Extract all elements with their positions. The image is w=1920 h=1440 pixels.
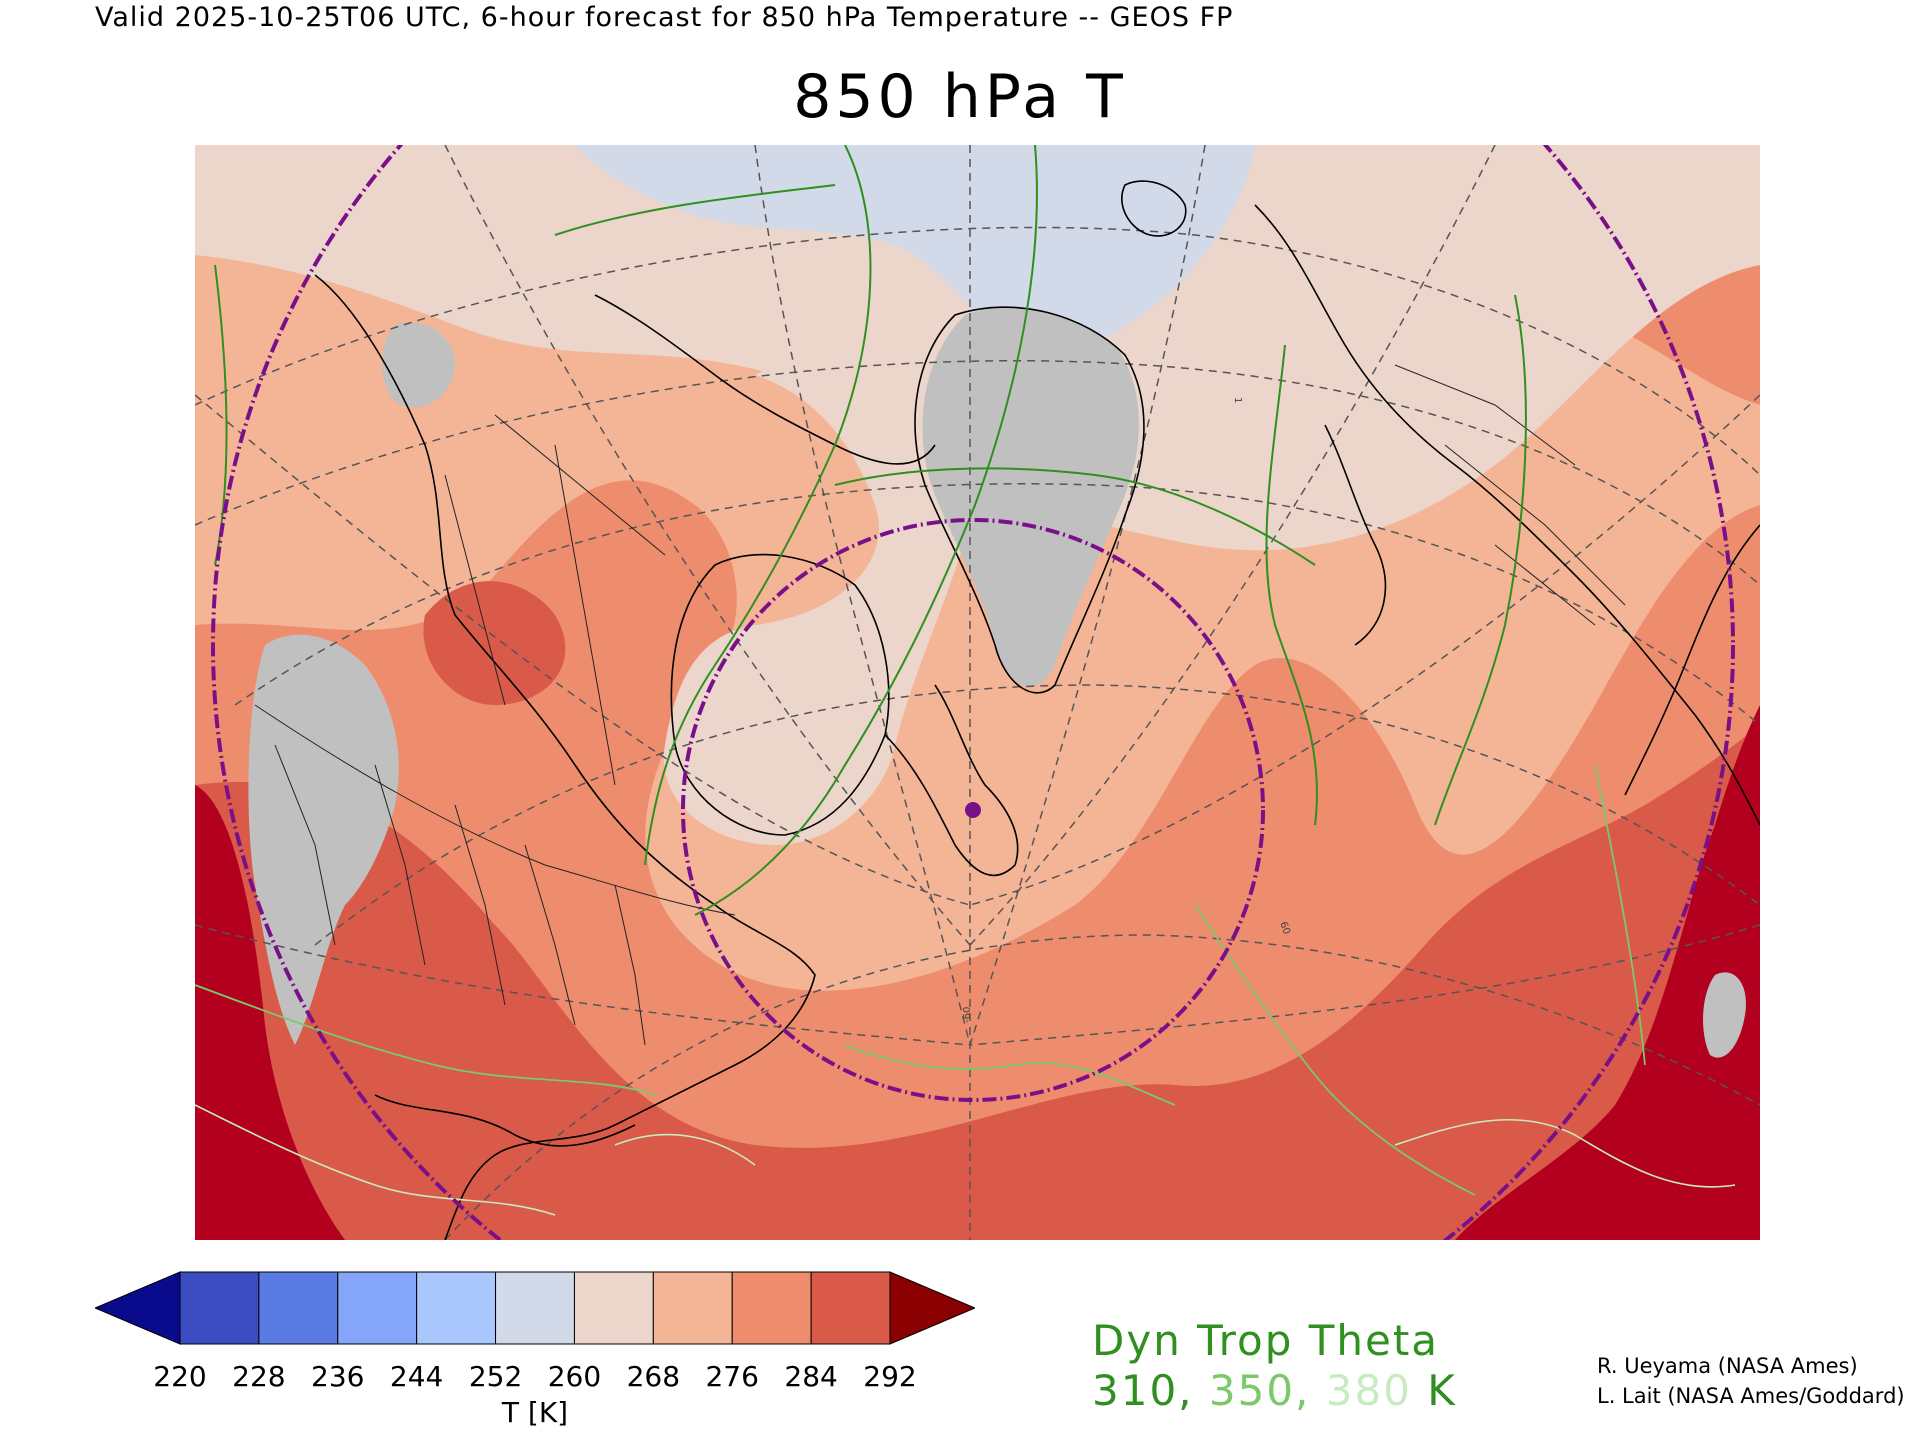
colorbar-bin (179, 1271, 260, 1345)
colorbar-bin (495, 1271, 575, 1345)
credit-line-1: R. Ueyama (NASA Ames) (1597, 1354, 1858, 1378)
coast-labrador (884, 684, 1019, 877)
graticule-meridian-6 (969, 145, 1496, 946)
map-panel: 60 -60 1 (195, 145, 1760, 1240)
header-valid-time: Valid 2025-10-25T06 UTC, 6-hour forecast… (95, 2, 1234, 33)
colorbar-ticks: 220 228 236 244 252 260 268 276 284 292 (95, 1360, 975, 1400)
trop-350-contours (195, 764, 1646, 1196)
political-borders (254, 364, 1626, 1046)
fill-below-himalaya (1703, 972, 1746, 1058)
colorbar (93, 1270, 977, 1350)
graticule-parallel-1 (195, 226, 1760, 476)
colorbar-tick-label: 220 (153, 1360, 207, 1393)
graticule-parallel-5 (444, 934, 1760, 1240)
colorbar-tick-label: 236 (311, 1360, 365, 1393)
colorbar-bin (573, 1271, 654, 1345)
colorbar-tick-label: 292 (863, 1360, 917, 1393)
colorbar-bin (258, 1271, 339, 1345)
colorbar-tick-label: 252 (468, 1360, 523, 1393)
graticule-parallel-3 (234, 483, 1760, 726)
coast-hudson-bay (670, 553, 890, 836)
trop-380-contour-1 (195, 1104, 556, 1216)
colorbar-graphic (93, 1271, 977, 1345)
border-canada-provinces (444, 414, 666, 786)
range-ring-outer (211, 145, 1735, 1240)
trop-level-sep-1: , (1178, 1366, 1209, 1415)
colorbar-bin (731, 1271, 812, 1345)
colorbar-tick-label: 268 (626, 1360, 681, 1393)
trop-310-contour-6 (1434, 294, 1527, 826)
trop-310-contour-4 (834, 467, 1316, 566)
graticule-meridian-4 (195, 394, 971, 906)
range-rings (211, 145, 1735, 1240)
fill-below-greenland (922, 306, 1139, 687)
trop-350-contour-1 (195, 984, 656, 1096)
coastlines (314, 180, 1760, 1240)
graticule-meridian-7 (969, 394, 1760, 906)
graticule-parallel-4 (314, 684, 1760, 946)
graticule-meridian-2 (754, 145, 971, 1046)
coast-north-america (314, 274, 816, 1240)
colorbar-tick-label: 276 (705, 1360, 759, 1393)
fill-260-268-hudson (663, 356, 981, 845)
colorbar-bin (416, 1271, 497, 1345)
colorbar-bin (652, 1271, 733, 1345)
range-ring-inner (681, 518, 1265, 1102)
center-marker (965, 802, 981, 818)
colorbar-tick-label: 244 (389, 1360, 444, 1393)
colorbar-over-cap (889, 1271, 977, 1345)
trop-380-contour-3 (614, 1133, 756, 1166)
fill-284-292-west (423, 581, 566, 705)
fill-over-292-se (1455, 705, 1760, 1240)
trop-350-contour-4 (844, 1044, 1176, 1106)
trop-310-contours (214, 145, 1527, 916)
trop-380-contours (195, 1104, 1736, 1216)
graticule (195, 145, 1760, 1240)
colorbar-bin (337, 1271, 418, 1345)
trop-380-contour-2 (1394, 1118, 1736, 1188)
fill-284-292 (195, 725, 1760, 1240)
trop-level-380: 380 (1325, 1366, 1412, 1415)
trop-level-350: 350 (1208, 1366, 1296, 1415)
trop-310-contour-3 (694, 145, 1038, 916)
coast-scandinavia (1324, 424, 1387, 646)
trop-level-unit: K (1427, 1366, 1457, 1415)
trop-legend-levels: 310, 350, 380 K (1092, 1366, 1457, 1415)
border-us-states (274, 744, 646, 1046)
trop-310-contour-2 (644, 145, 872, 866)
graticule-meridian-9 (195, 924, 971, 1046)
trop-level-310: 310 (1092, 1366, 1179, 1415)
trop-310-contour-1 (554, 184, 836, 236)
coast-eurasia (1254, 204, 1760, 826)
plot-title: 850 hPa T (793, 62, 1127, 132)
trop-legend-title: Dyn Trop Theta (1092, 1316, 1440, 1365)
colorbar-tick-label: 260 (547, 1360, 602, 1393)
graticule-parallel-2 (195, 360, 1760, 586)
trop-level-sep-2: , (1295, 1366, 1326, 1415)
coast-canadian-archipelago (594, 294, 936, 465)
coast-kamchatka (1624, 524, 1760, 796)
coast-svalbard (1121, 180, 1187, 237)
trop-310-contour-5 (1265, 344, 1318, 826)
credit-line-2: L. Lait (NASA Ames/Goddard) (1597, 1384, 1905, 1408)
trop-350-contour-2 (1194, 904, 1476, 1196)
map-contour-label-3: 1 (1232, 397, 1243, 403)
map-contour-label-2: -60 (962, 1007, 973, 1023)
border-eurasia (1394, 364, 1626, 626)
colorbar-unit-label: T [K] (501, 1396, 569, 1429)
fill-below-alaska (382, 322, 455, 408)
fill-below-rockies (248, 634, 399, 1045)
colorbar-under-cap (93, 1271, 181, 1345)
graticule-meridian-3 (444, 145, 971, 946)
colorbar-bin (810, 1271, 891, 1345)
colorbar-tick-label: 284 (784, 1360, 838, 1393)
map-contour-label-1: 60 (1277, 920, 1292, 936)
trop-350-contour-3 (1594, 764, 1646, 1066)
temperature-map: 60 -60 1 (195, 145, 1760, 1240)
graticule-meridian-5 (969, 145, 1206, 1046)
coast-gulf (374, 1094, 636, 1147)
coast-greenland (914, 306, 1145, 694)
fill-over-292-sw (195, 785, 345, 1240)
colorbar-tick-label: 228 (232, 1360, 286, 1393)
